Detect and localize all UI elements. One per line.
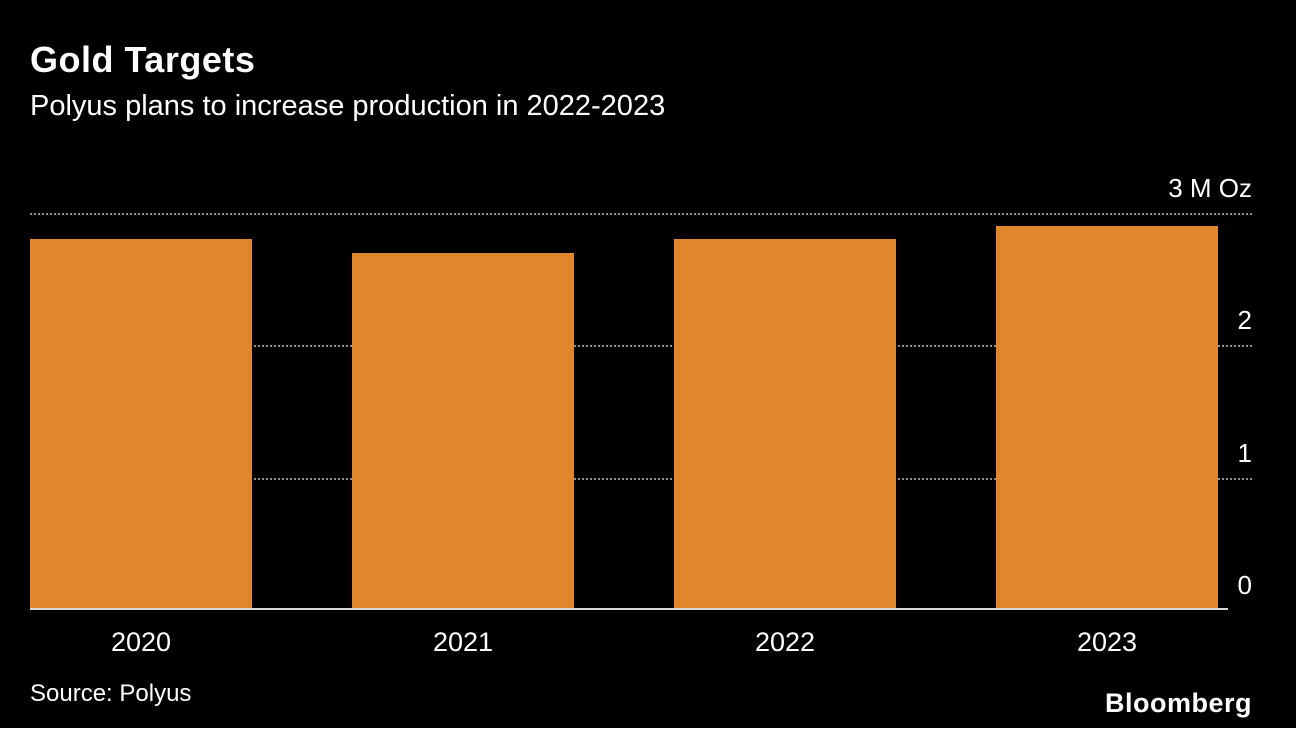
gridline-2 <box>30 345 1252 348</box>
bar-2022 <box>674 239 896 610</box>
x-axis-baseline <box>30 608 1228 610</box>
bars-container <box>30 170 1218 610</box>
x-tick-label-2022: 2022 <box>754 627 816 657</box>
bar-2021 <box>352 253 574 610</box>
x-tick-label-2021: 2021 <box>432 627 494 657</box>
x-tick-label-2020: 2020 <box>110 627 172 657</box>
y-tick-label-3: 3 M Oz <box>1168 173 1252 203</box>
gridline-1 <box>30 477 1252 480</box>
bloomberg-logo: Bloomberg <box>1104 688 1252 718</box>
bar-2020 <box>30 239 252 610</box>
y-tick-label-1: 1 <box>1237 437 1252 468</box>
y-tick-label-0: 0 <box>1237 570 1252 600</box>
chart-header: Gold Targets Polyus plans to increase pr… <box>30 40 665 123</box>
y-tick-label-2: 2 <box>1237 305 1252 336</box>
bar-chart-plot-area: 3 M Oz 2 1 0 <box>30 170 1252 610</box>
bottom-border <box>0 728 1296 732</box>
x-axis-labels: 2020 2021 2022 2023 <box>30 627 1218 658</box>
gridline-3 <box>30 213 1252 215</box>
chart-title: Gold Targets <box>30 39 256 80</box>
source-label: Source: Polyus <box>30 680 192 707</box>
x-tick-label-2023: 2023 <box>1076 627 1138 657</box>
chart-subtitle: Polyus plans to increase production in 2… <box>30 89 666 122</box>
bar-2023 <box>996 226 1218 610</box>
